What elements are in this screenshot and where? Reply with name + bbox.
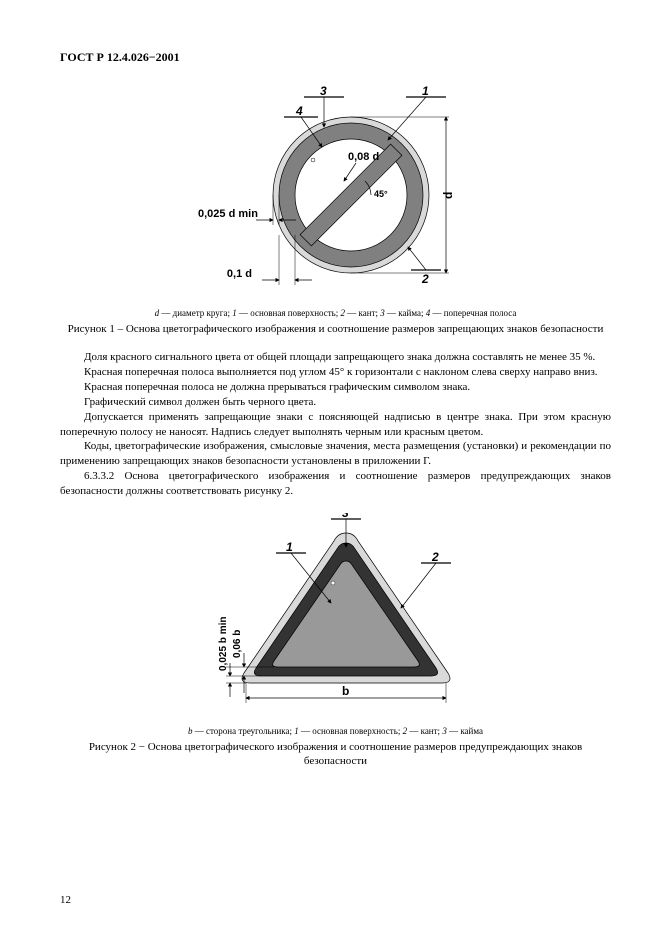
page: ГОСТ Р 12.4.026−2001 bbox=[0, 0, 661, 936]
para-2: Красная поперечная полоса выполняется по… bbox=[60, 365, 611, 380]
para-6: Коды, цветографические изображения, смыс… bbox=[60, 439, 611, 469]
callout-3t: 3 bbox=[342, 513, 349, 520]
callout-1: 1 bbox=[422, 85, 429, 98]
callout-2: 2 bbox=[421, 272, 429, 286]
figure-2-legend: b — сторона треугольника; 1 — основная п… bbox=[60, 726, 611, 736]
para-4: Графический символ должен быть черного ц… bbox=[60, 395, 611, 410]
callout-4: 4 bbox=[295, 104, 303, 118]
inner-margin-label: 0,06 b bbox=[232, 629, 243, 657]
para-3: Красная поперечная полоса не должна прер… bbox=[60, 380, 611, 395]
callout-1t: 1 bbox=[286, 540, 293, 554]
document-header: ГОСТ Р 12.4.026−2001 bbox=[60, 50, 611, 65]
figure-1-caption: Рисунок 1 – Основа цветографического изо… bbox=[60, 322, 611, 336]
figure-2-caption: Рисунок 2 − Основа цветографического изо… bbox=[60, 740, 611, 769]
body-text: Доля красного сигнального цвета от общей… bbox=[60, 350, 611, 498]
border-bottom-label: 0,1 d bbox=[226, 268, 251, 280]
b-label: b bbox=[342, 684, 349, 698]
figure-2: 3 1 2 b 0,06 b 0,025 b m bbox=[60, 513, 611, 718]
para-1: Доля красного сигнального цвета от общей… bbox=[60, 350, 611, 365]
figure-1-legend: d — диаметр круга; 1 — основная поверхно… bbox=[60, 308, 611, 318]
para-7: 6.3.3.2 Основа цветографического изображ… bbox=[60, 469, 611, 499]
figure-1: 45° 0,08 d 3 1 4 2 d bbox=[60, 85, 611, 300]
margin-left-label: 0,025 d min bbox=[198, 208, 258, 220]
thickness-label: 0,08 d bbox=[348, 151, 379, 163]
figure-2-svg: 3 1 2 b 0,06 b 0,025 b m bbox=[166, 513, 506, 713]
outer-margin-label: 0,025 b min bbox=[218, 616, 229, 670]
callout-3: 3 bbox=[320, 85, 327, 98]
d-label: d bbox=[441, 192, 455, 199]
para-5: Допускается применять запрещающие знаки … bbox=[60, 410, 611, 440]
page-number: 12 bbox=[60, 894, 71, 906]
callout-2t: 2 bbox=[431, 550, 439, 564]
angle-label: 45° bbox=[374, 189, 388, 199]
figure-1-svg: 45° 0,08 d 3 1 4 2 d bbox=[156, 85, 516, 295]
